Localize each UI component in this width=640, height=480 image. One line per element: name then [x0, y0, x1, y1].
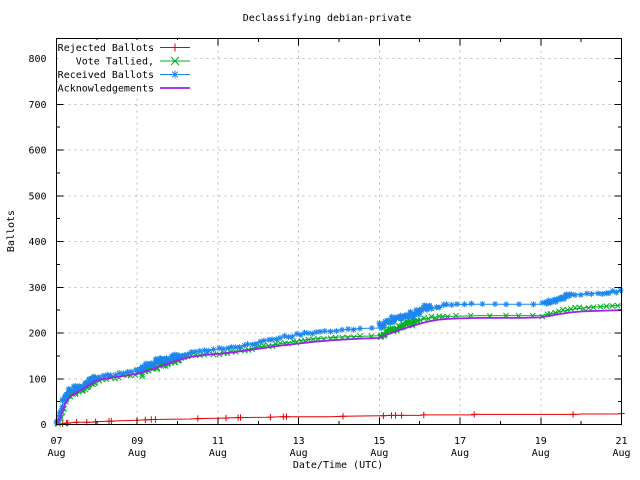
x-tick-label-day: 15 — [373, 436, 385, 447]
axis-tick-labels: 010020030040050060070080007Aug09Aug11Aug… — [28, 54, 630, 459]
chart-title: Declassifying debian-private — [243, 13, 412, 24]
legend-background — [57, 40, 195, 96]
x-tick-label-month: Aug — [128, 448, 146, 459]
legend-label: Rejected Ballots — [58, 43, 154, 54]
grid-lines — [56, 38, 622, 425]
legend-item-acknowledgements: Acknowledgements — [58, 84, 190, 95]
x-tick-label-month: Aug — [290, 448, 308, 459]
series-line-acknowledgements — [55, 309, 622, 425]
x-tick-label-month: Aug — [451, 448, 469, 459]
series-received-ballots — [53, 287, 624, 426]
plot-border-and-ticks — [56, 38, 622, 425]
legend-sample-marker-cross — [170, 56, 180, 66]
series-markers-rejected-ballots — [59, 410, 625, 427]
x-axis-label: Date/Time (UTC) — [293, 460, 383, 471]
x-tick-label-day: 21 — [615, 436, 627, 447]
series-markers-received-ballots — [53, 287, 624, 426]
y-tick-label: 400 — [28, 237, 46, 248]
y-tick-label: 600 — [28, 146, 46, 157]
x-tick-label-day: 09 — [131, 436, 143, 447]
series-rejected-ballots — [56, 410, 625, 427]
x-tick-label-month: Aug — [47, 448, 65, 459]
series-acknowledgements — [55, 309, 622, 425]
y-tick-label: 0 — [40, 420, 46, 431]
x-tick-label-month: Aug — [370, 448, 388, 459]
x-tick-label-day: 07 — [50, 436, 62, 447]
y-tick-label: 100 — [28, 374, 46, 385]
series-line-received-ballots — [56, 290, 622, 425]
x-tick-label-day: 17 — [454, 436, 466, 447]
x-tick-label-day: 13 — [293, 436, 305, 447]
series-line-rejected-ballots — [56, 413, 622, 425]
y-axis-label: Ballots — [6, 210, 17, 252]
y-tick-label: 500 — [28, 191, 46, 202]
x-tick-label-day: 11 — [212, 436, 224, 447]
data-series — [53, 287, 625, 428]
y-tick-label: 800 — [28, 54, 46, 65]
y-tick-label: 700 — [28, 100, 46, 111]
y-tick-label: 200 — [28, 329, 46, 340]
legend-item-rejected-ballots: Rejected Ballots — [58, 43, 190, 54]
series-markers-vote-tallied — [54, 302, 621, 428]
legend-label: Vote Tallied, — [76, 57, 154, 68]
legend-sample-marker-plus — [171, 43, 179, 52]
legend-sample-marker-star — [171, 70, 179, 79]
legend: Rejected Ballots Vote Tallied, Received Ba… — [57, 40, 195, 96]
x-tick-label-month: Aug — [532, 448, 550, 459]
legend-label: Acknowledgements — [58, 84, 154, 95]
legend-label: Received Ballots — [58, 70, 154, 81]
y-tick-label: 300 — [28, 283, 46, 294]
x-tick-label-day: 19 — [535, 436, 547, 447]
series-vote-tallied — [54, 302, 622, 428]
legend-item-received-ballots: Received Ballots — [58, 70, 190, 81]
legend-item-vote-tallied: Vote Tallied, — [76, 57, 190, 68]
x-tick-label-month: Aug — [209, 448, 227, 459]
x-tick-label-month: Aug — [612, 448, 630, 459]
